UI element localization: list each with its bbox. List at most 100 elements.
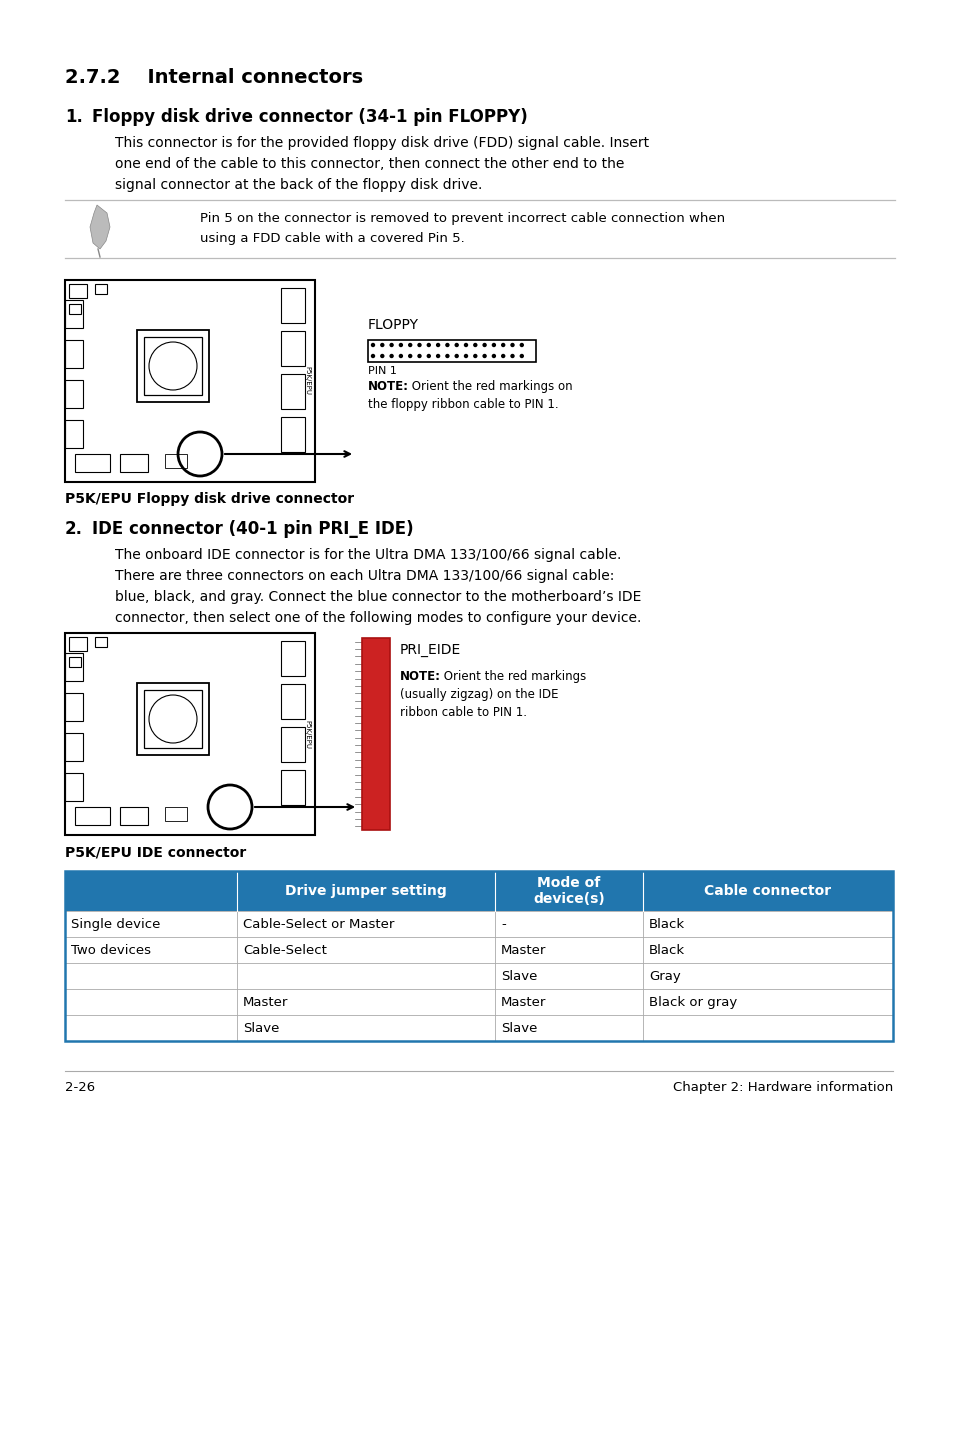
Text: -: - <box>500 917 505 930</box>
Text: ribbon cable to PIN 1.: ribbon cable to PIN 1. <box>399 706 526 719</box>
Bar <box>65 339 83 368</box>
Circle shape <box>463 342 468 347</box>
Circle shape <box>500 354 505 358</box>
Text: This connector is for the provided floppy disk drive (FDD) signal cable. Insert: This connector is for the provided flopp… <box>115 137 648 150</box>
Bar <box>65 1015 892 1041</box>
Circle shape <box>379 342 384 347</box>
Bar <box>65 912 892 938</box>
Polygon shape <box>90 206 110 249</box>
Text: P5K/EPU: P5K/EPU <box>304 367 310 395</box>
Circle shape <box>500 342 505 347</box>
Text: Orient the red markings on: Orient the red markings on <box>408 380 572 393</box>
Text: Gray: Gray <box>648 971 680 984</box>
Text: Slave: Slave <box>500 971 537 984</box>
Bar <box>65 733 83 761</box>
Text: Slave: Slave <box>500 1022 537 1035</box>
Circle shape <box>463 354 468 358</box>
Circle shape <box>454 354 458 358</box>
Circle shape <box>398 354 403 358</box>
Bar <box>281 417 305 452</box>
Bar <box>361 638 390 830</box>
Text: There are three connectors on each Ultra DMA 133/100/66 signal cable:: There are three connectors on each Ultra… <box>115 569 614 582</box>
Text: Master: Master <box>500 997 546 1009</box>
Circle shape <box>389 354 394 358</box>
Text: NOTE:: NOTE: <box>399 670 440 683</box>
Circle shape <box>426 342 431 347</box>
Bar <box>65 420 83 449</box>
Circle shape <box>519 342 523 347</box>
Text: connector, then select one of the following modes to configure your device.: connector, then select one of the follow… <box>115 611 640 626</box>
Circle shape <box>416 354 421 358</box>
Bar <box>65 633 314 835</box>
Circle shape <box>416 342 421 347</box>
Bar <box>137 329 209 403</box>
Circle shape <box>482 342 486 347</box>
Text: The onboard IDE connector is for the Ultra DMA 133/100/66 signal cable.: The onboard IDE connector is for the Ult… <box>115 548 620 562</box>
Circle shape <box>436 342 440 347</box>
Circle shape <box>408 342 412 347</box>
Bar <box>65 989 892 1015</box>
Bar <box>281 641 305 676</box>
Circle shape <box>371 354 375 358</box>
Text: Slave: Slave <box>243 1022 279 1035</box>
Bar <box>368 339 536 362</box>
Bar <box>95 283 107 293</box>
Text: Drive jumper setting: Drive jumper setting <box>285 884 446 897</box>
Bar <box>144 336 202 395</box>
Bar <box>69 303 81 313</box>
Bar <box>281 288 305 324</box>
Bar <box>120 454 148 472</box>
Bar <box>65 301 83 328</box>
Circle shape <box>426 354 431 358</box>
Text: NOTE:: NOTE: <box>368 380 409 393</box>
Text: Black or gray: Black or gray <box>648 997 737 1009</box>
Text: Cable-Select: Cable-Select <box>243 943 327 958</box>
Circle shape <box>445 342 449 347</box>
Bar <box>281 374 305 408</box>
Circle shape <box>510 342 515 347</box>
Circle shape <box>408 354 412 358</box>
Bar <box>65 774 83 801</box>
Text: Pin 5 on the connector is removed to prevent incorrect cable connection when: Pin 5 on the connector is removed to pre… <box>200 211 724 224</box>
Bar <box>65 938 892 963</box>
Circle shape <box>473 354 477 358</box>
Text: PIN 1: PIN 1 <box>368 367 396 375</box>
Text: blue, black, and gray. Connect the blue connector to the motherboard’s IDE: blue, black, and gray. Connect the blue … <box>115 590 640 604</box>
Bar <box>65 653 83 682</box>
Bar <box>95 637 107 647</box>
Text: IDE connector (40-1 pin PRI_E IDE): IDE connector (40-1 pin PRI_E IDE) <box>91 521 414 538</box>
Text: Cable-Select or Master: Cable-Select or Master <box>243 917 394 930</box>
Text: Orient the red markings: Orient the red markings <box>439 670 586 683</box>
Text: P5K/EPU IDE connector: P5K/EPU IDE connector <box>65 846 246 858</box>
Bar <box>144 690 202 748</box>
Text: P5K/EPU Floppy disk drive connector: P5K/EPU Floppy disk drive connector <box>65 492 354 506</box>
Circle shape <box>482 354 486 358</box>
Text: signal connector at the back of the floppy disk drive.: signal connector at the back of the flop… <box>115 178 482 193</box>
Text: (usually zigzag) on the IDE: (usually zigzag) on the IDE <box>399 687 558 700</box>
Text: Mode of
device(s): Mode of device(s) <box>533 876 604 906</box>
Circle shape <box>510 354 515 358</box>
Bar <box>281 331 305 367</box>
Text: one end of the cable to this connector, then connect the other end to the: one end of the cable to this connector, … <box>115 157 623 171</box>
Text: FLOPPY: FLOPPY <box>368 318 418 332</box>
Circle shape <box>371 342 375 347</box>
Bar <box>65 963 892 989</box>
Text: Master: Master <box>243 997 288 1009</box>
Text: Chapter 2: Hardware information: Chapter 2: Hardware information <box>672 1081 892 1094</box>
Bar <box>69 657 81 667</box>
Bar <box>281 728 305 762</box>
Circle shape <box>398 342 403 347</box>
Text: Black: Black <box>648 943 684 958</box>
Bar <box>65 871 892 912</box>
Bar <box>75 454 110 472</box>
Text: PRI_EIDE: PRI_EIDE <box>399 643 460 657</box>
Bar <box>65 380 83 408</box>
Bar <box>281 684 305 719</box>
Text: 1.: 1. <box>65 108 83 127</box>
Text: Two devices: Two devices <box>71 943 151 958</box>
Circle shape <box>491 354 496 358</box>
Text: Floppy disk drive connector (34-1 pin FLOPPY): Floppy disk drive connector (34-1 pin FL… <box>91 108 527 127</box>
Bar <box>75 807 110 825</box>
Text: 2-26: 2-26 <box>65 1081 95 1094</box>
Bar <box>281 769 305 805</box>
